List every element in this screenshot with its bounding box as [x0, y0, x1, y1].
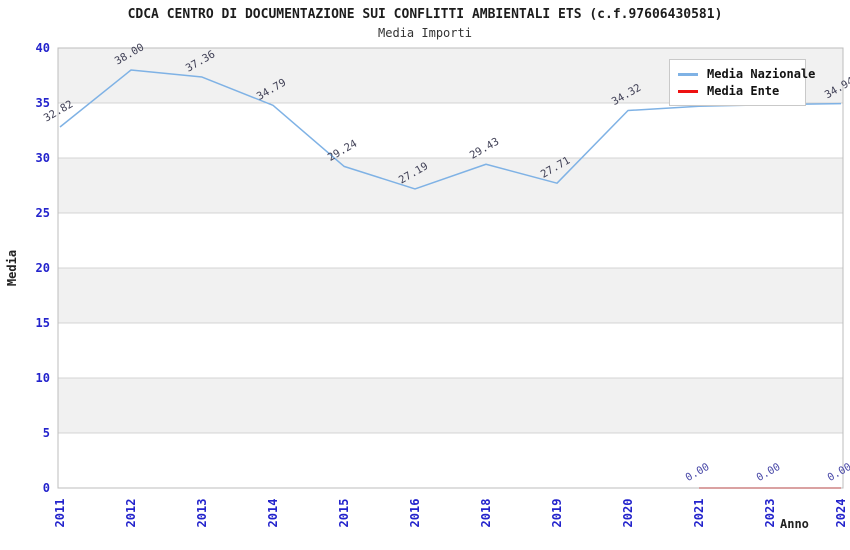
x-tick-label: 2016	[408, 499, 422, 528]
x-tick-label: 2014	[266, 499, 280, 528]
chart-title: CDCA CENTRO DI DOCUMENTAZIONE SUI CONFLI…	[127, 7, 723, 22]
plot-band	[58, 433, 843, 488]
legend: Media Nazionale Media Ente	[669, 59, 815, 106]
y-tick-label: 10	[36, 371, 50, 385]
x-tick-label: 2018	[479, 499, 493, 528]
plot-band	[58, 323, 843, 378]
plot-band	[58, 378, 843, 433]
x-tick-label: 2012	[124, 499, 138, 528]
legend-label: Media Ente	[707, 84, 780, 98]
x-tick-label: 2023	[763, 499, 777, 528]
y-tick-label: 40	[36, 41, 50, 55]
plot-band	[58, 158, 843, 213]
x-axis-title: Anno	[780, 517, 809, 531]
plot-band	[58, 213, 843, 268]
y-axis-title: Media	[5, 249, 19, 287]
y-tick-label: 30	[36, 151, 50, 165]
plot-band	[58, 268, 843, 323]
plot-border	[57, 47, 844, 489]
y-tick-label: 0	[43, 481, 50, 495]
plot-band	[58, 103, 843, 158]
series-line-media-nazionale	[59, 69, 842, 190]
legend-item-media-nazionale: Media Nazionale	[678, 66, 815, 82]
x-tick-label: 2011	[53, 499, 67, 528]
chart-subtitle: Media Importi	[378, 26, 472, 40]
x-tick-label: 2019	[550, 499, 564, 528]
y-tick-label: 25	[36, 206, 50, 220]
media-ente-line-swatch-icon	[678, 89, 698, 93]
x-tick-label: 2020	[621, 499, 635, 528]
y-tick-label: 20	[36, 261, 50, 275]
legend-label: Media Nazionale	[707, 67, 816, 81]
x-tick-label: 2021	[692, 499, 706, 528]
y-tick-label: 5	[43, 426, 50, 440]
x-tick-label: 2015	[337, 499, 351, 528]
x-tick-label: 2013	[195, 499, 209, 528]
x-tick-label: 2024	[834, 499, 848, 528]
media-nazionale-line-swatch-icon	[678, 72, 698, 76]
y-tick-label: 35	[36, 96, 50, 110]
y-tick-label: 15	[36, 316, 50, 330]
legend-item-media-ente: Media Ente	[678, 83, 797, 99]
